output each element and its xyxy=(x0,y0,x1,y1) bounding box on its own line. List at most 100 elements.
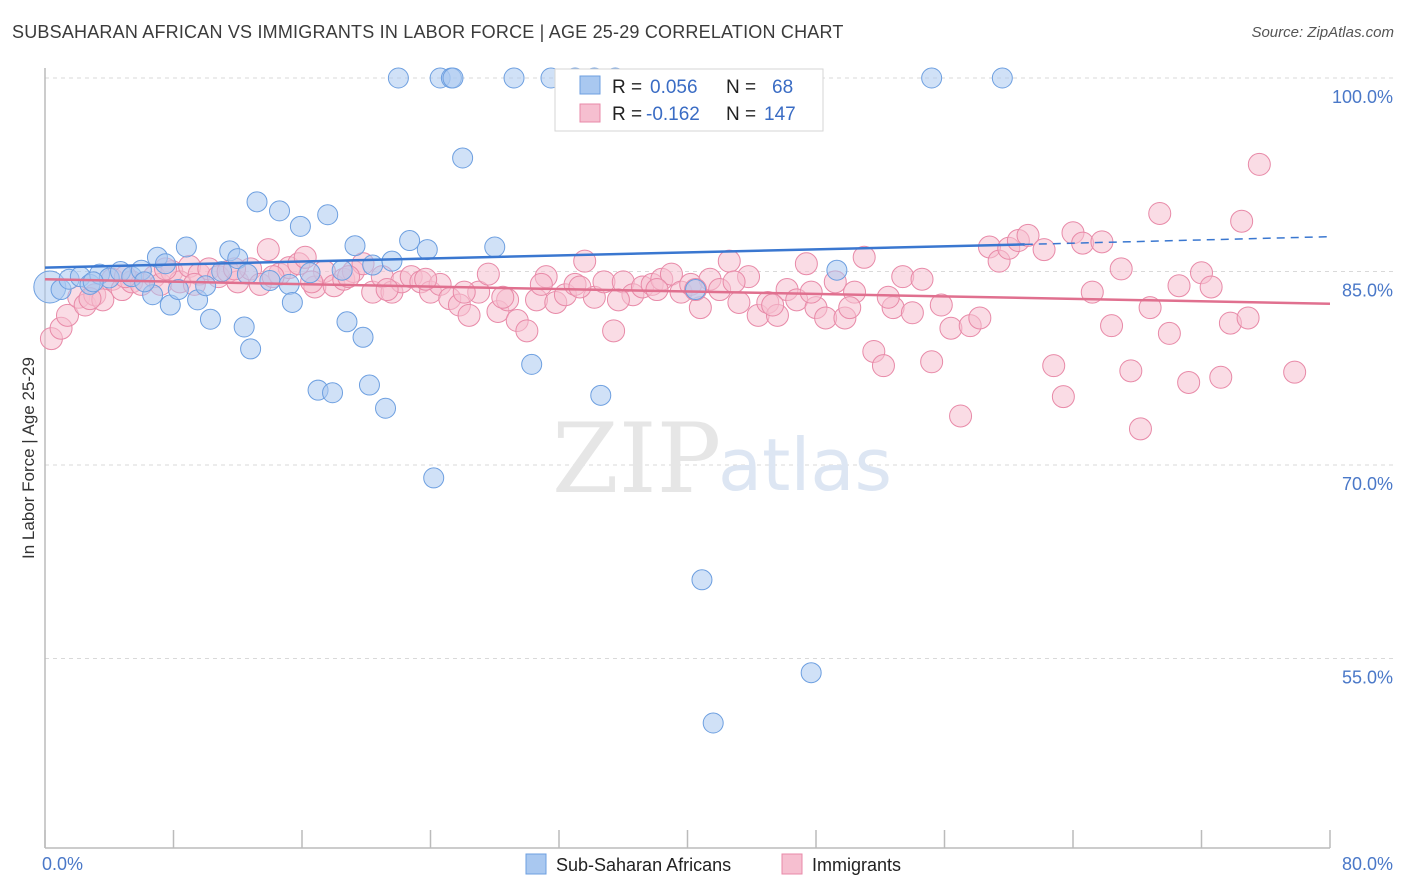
immigrants-point xyxy=(838,296,862,320)
immigrants-point xyxy=(794,252,818,276)
sub-saharan-point xyxy=(269,200,291,222)
sub-saharan-point xyxy=(800,662,822,684)
sub-saharan-point xyxy=(352,326,374,348)
immigrants-point xyxy=(602,319,626,343)
immigrants-point xyxy=(1148,201,1172,225)
x-tick-labels: 0.0% 80.0% xyxy=(42,854,1393,874)
immigrants-point xyxy=(1016,223,1040,247)
immigrants-point xyxy=(491,285,515,309)
immigrants-point xyxy=(1167,274,1191,298)
legend-n-label-1: N = xyxy=(726,77,756,98)
sub-saharan-point xyxy=(299,262,321,284)
y-tick-label: 55.0% xyxy=(1342,668,1393,688)
sub-saharan-point xyxy=(281,291,303,313)
immigrants-point xyxy=(799,280,823,304)
immigrants-point xyxy=(659,262,683,286)
chart-title: SUBSAHARAN AFRICAN VS IMMIGRANTS IN LABO… xyxy=(12,22,844,42)
sub-saharan-point xyxy=(199,308,221,330)
immigrants-point xyxy=(1080,280,1104,304)
sub-saharan-point xyxy=(236,263,258,285)
sub-saharan-point xyxy=(82,271,104,293)
immigrants-point xyxy=(761,293,785,317)
immigrants-point xyxy=(1051,385,1075,409)
immigrants-point xyxy=(1209,365,1233,389)
legend-swatch-blue xyxy=(579,75,601,95)
sub-saharan-point xyxy=(590,384,612,406)
sub-saharan-point xyxy=(503,67,525,89)
immigrants-point xyxy=(1247,152,1271,176)
immigrants-point xyxy=(727,290,751,314)
sub-saharan-point xyxy=(167,279,189,301)
immigrants-point xyxy=(256,238,280,262)
source-label: Source: ZipAtlas.com xyxy=(1251,24,1394,41)
immigrants-point xyxy=(1100,314,1124,338)
bottom-legend-label-blue: Sub-Saharan Africans xyxy=(556,855,731,875)
immigrants-point xyxy=(529,272,553,296)
immigrants-point xyxy=(920,350,944,374)
sub-saharan-point xyxy=(195,275,217,297)
sub-saharan-point xyxy=(344,235,366,257)
immigrants-point xyxy=(722,270,746,294)
immigrants-point xyxy=(476,262,500,286)
immigrants-point xyxy=(1230,209,1254,233)
sub-saharan-point xyxy=(991,67,1013,89)
immigrants-point xyxy=(949,404,973,428)
immigrants-point xyxy=(852,245,876,269)
y-tick-label: 70.0% xyxy=(1342,474,1393,494)
sub-saharan-point xyxy=(691,569,713,591)
sub-saharan-point xyxy=(399,230,421,252)
immigrants-point xyxy=(876,285,900,309)
immigrants-point xyxy=(1109,257,1133,281)
bottom-legend-label-pink: Immigrants xyxy=(812,855,901,875)
y-tick-labels: 55.0% 70.0% 85.0% 100.0% xyxy=(1332,87,1393,688)
legend-r-value-2: -0.162 xyxy=(646,104,700,125)
immigrants-point xyxy=(910,267,934,291)
x-tick-label: 0.0% xyxy=(42,854,83,874)
immigrants-point xyxy=(1283,360,1307,384)
legend-n-label-2: N = xyxy=(726,104,756,125)
y-tick-label: 100.0% xyxy=(1332,87,1393,107)
immigrants-point xyxy=(1177,370,1201,394)
sub-saharan-point xyxy=(336,311,358,333)
immigrants-point xyxy=(414,267,438,291)
legend-r-value-1: 0.056 xyxy=(650,77,698,98)
legend-n-value-2: 147 xyxy=(764,104,796,125)
immigrants-point xyxy=(375,278,399,302)
immigrants-point xyxy=(452,280,476,304)
sub-saharan-point xyxy=(423,467,445,489)
immigrants-points xyxy=(39,152,1307,441)
watermark-atlas: atlas xyxy=(718,423,892,507)
immigrants-point xyxy=(55,303,79,327)
sub-saharan-point xyxy=(240,338,262,360)
sub-saharan-point xyxy=(484,236,506,258)
immigrants-point xyxy=(1157,321,1181,345)
sub-saharan-point xyxy=(442,67,464,89)
axes xyxy=(44,68,1331,849)
sub-saharan-point xyxy=(246,191,268,213)
immigrants-point xyxy=(606,288,630,312)
sub-saharan-point xyxy=(358,374,380,396)
immigrants-point xyxy=(1042,354,1066,378)
immigrants-point xyxy=(1236,306,1260,330)
sub-saharan-point xyxy=(331,259,353,281)
sub-saharan-trend-line xyxy=(44,243,1025,269)
sub-saharan-point xyxy=(233,316,255,338)
immigrants-point xyxy=(515,319,539,343)
sub-saharan-point xyxy=(387,67,409,89)
immigrants-point xyxy=(1128,417,1152,441)
immigrants-point xyxy=(1138,296,1162,320)
immigrants-trend-line xyxy=(44,277,1331,305)
immigrants-point xyxy=(939,316,963,340)
immigrants-point xyxy=(891,265,915,289)
y-tick-label: 85.0% xyxy=(1342,281,1393,301)
legend-swatch-pink xyxy=(579,103,601,123)
sub-saharan-point xyxy=(452,147,474,169)
immigrants-point xyxy=(871,354,895,378)
trend-lines xyxy=(44,235,1331,305)
sub-saharan-point xyxy=(702,712,724,734)
immigrants-point xyxy=(568,275,592,299)
x-tick-label: 80.0% xyxy=(1342,854,1393,874)
y-axis-label: In Labor Force | Age 25-29 xyxy=(19,357,38,559)
sub-saharan-points xyxy=(33,67,1013,734)
immigrants-point xyxy=(900,301,924,325)
